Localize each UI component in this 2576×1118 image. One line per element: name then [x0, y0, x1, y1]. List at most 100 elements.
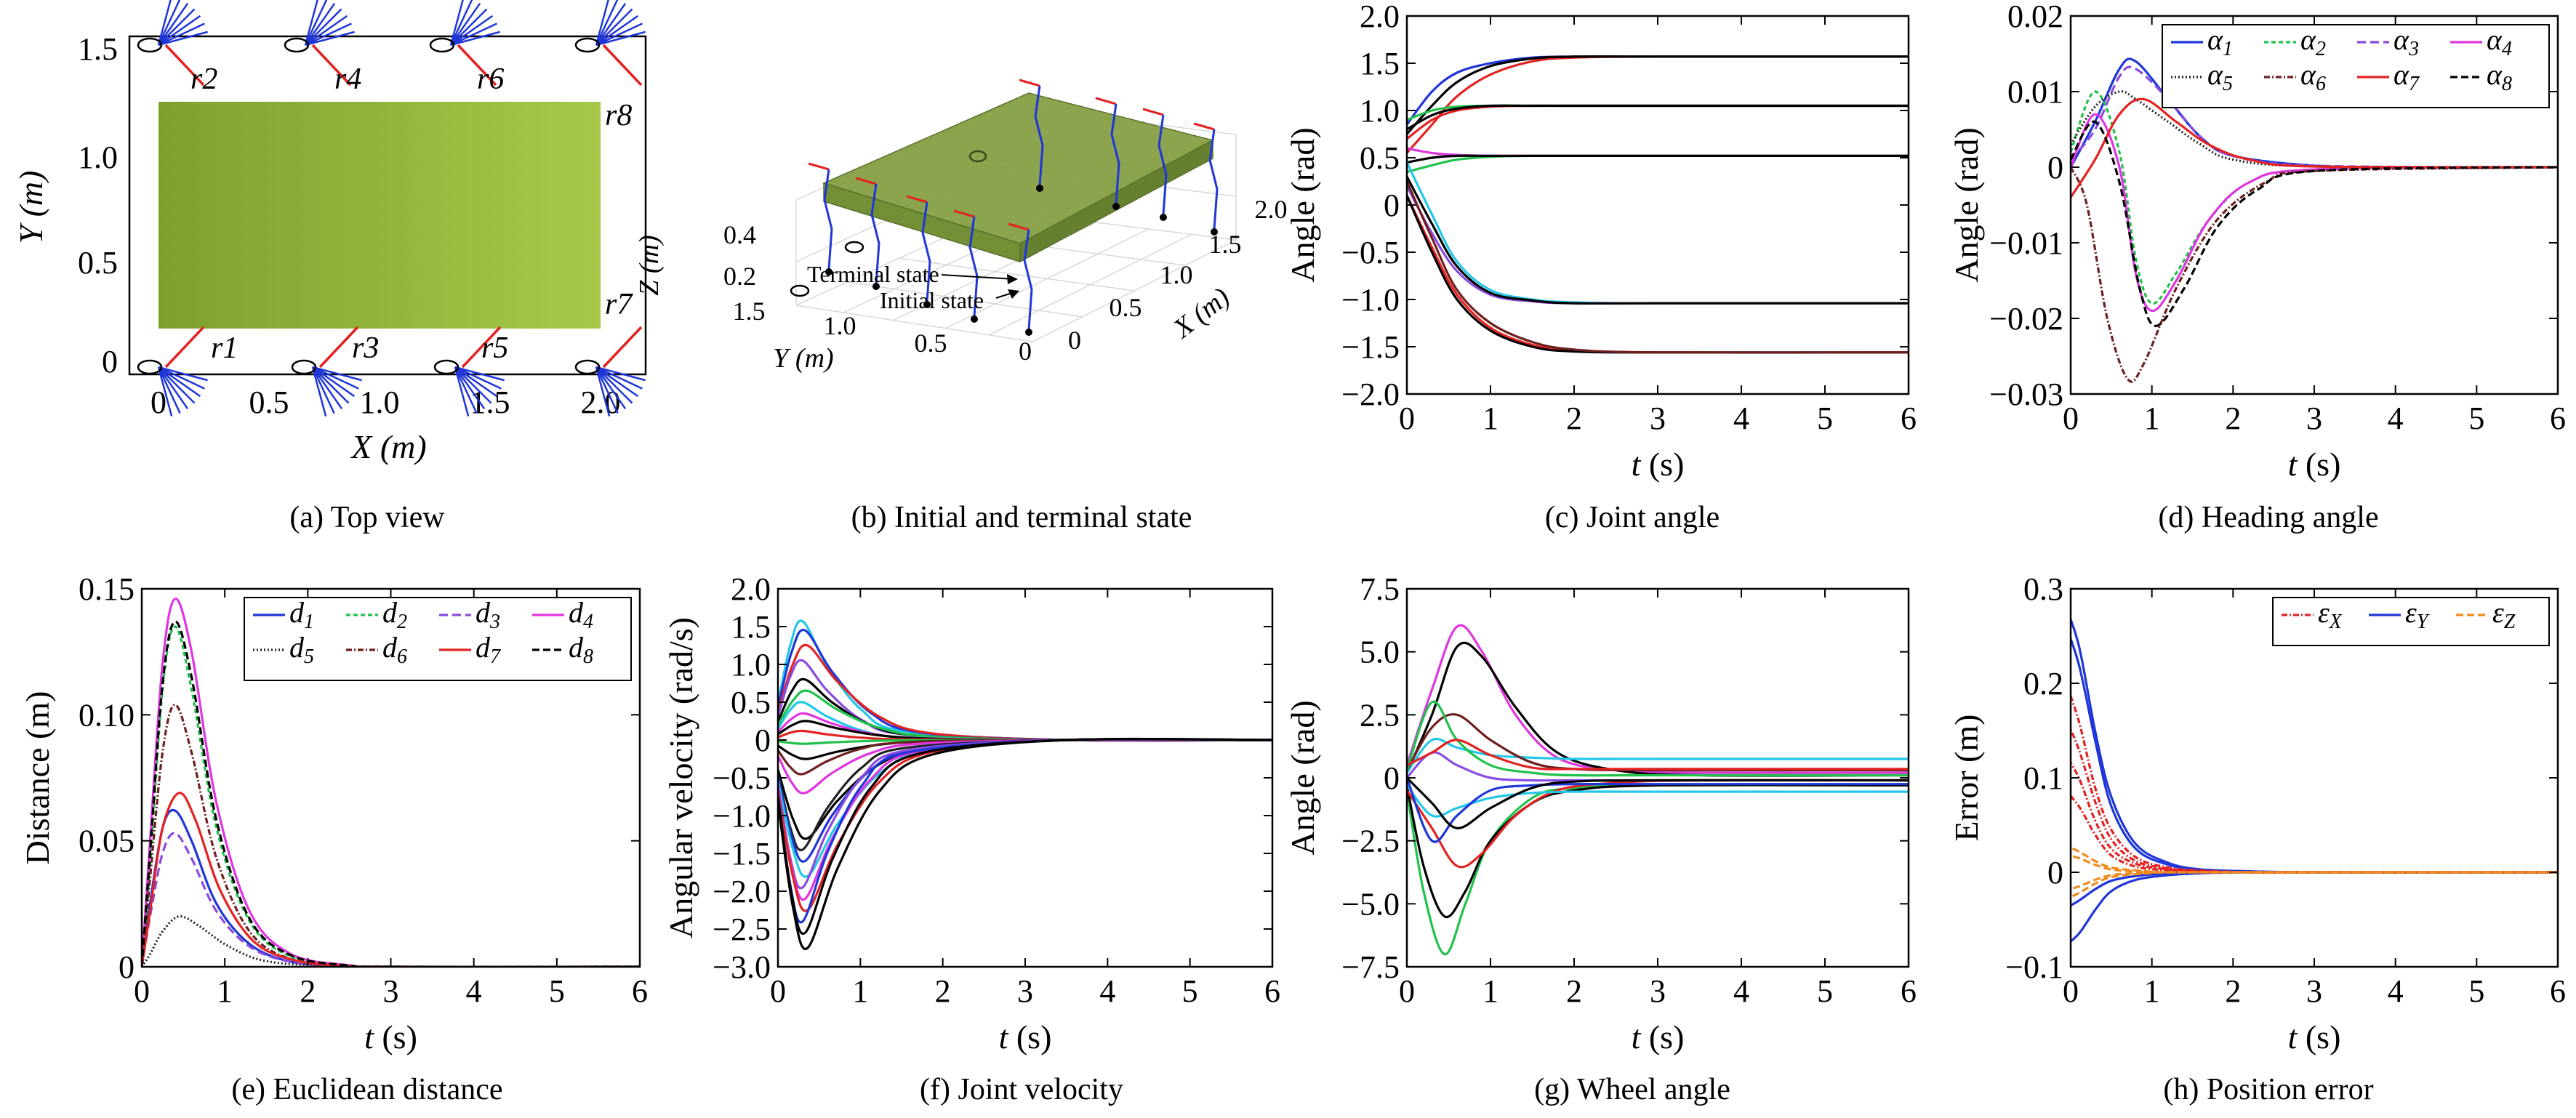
robot-label-r1: r1	[211, 331, 238, 365]
legend-label: α2	[2300, 23, 2326, 60]
final-link	[164, 326, 205, 369]
series-line-d5-4	[142, 915, 640, 967]
link-line	[305, 15, 348, 47]
plot-area	[2071, 57, 2558, 383]
y-tick-label: −1.5	[1341, 329, 1400, 365]
y-tick-label: 2.0	[731, 571, 771, 607]
caption-g: (g) Wheel angle	[1534, 1073, 1730, 1106]
series-line-1	[1407, 641, 1909, 777]
robot-3d-4	[953, 209, 979, 323]
robot-labels: r1 r2 r3 r4 r5 r6 r7 r8	[190, 63, 633, 365]
tick-label: 0.5	[915, 329, 947, 358]
x-tick-label: 0	[2063, 401, 2079, 436]
legend-label: α6	[2300, 58, 2326, 95]
link-line	[158, 366, 205, 390]
series-line-d7-6	[142, 792, 640, 967]
series-line-17	[778, 738, 1272, 878]
y-tick-label: 0.15	[79, 571, 135, 607]
grid-line	[846, 281, 1084, 318]
series-line-10	[1407, 700, 1909, 777]
series-line-0	[1407, 624, 1909, 774]
base-icon	[1036, 185, 1043, 192]
robot-3d-6	[1019, 79, 1044, 192]
tick-label: 0.5	[78, 245, 118, 281]
series-line-α4-3	[2071, 113, 2558, 313]
link-line	[449, 0, 473, 46]
plot-area	[1407, 55, 1909, 354]
series-line-14	[1407, 180, 1909, 354]
wheel-icon	[137, 37, 163, 53]
series-line-13	[1407, 195, 1909, 354]
legend-box	[2272, 597, 2550, 646]
gripper-link	[1008, 222, 1030, 231]
x-tick-label: 4	[466, 973, 482, 1009]
y-tick-label: 7.5	[1360, 571, 1400, 607]
y-axis-label: Angle (rad)	[1284, 700, 1321, 855]
y-axis-label: Error (m)	[1948, 715, 1985, 842]
robot-fan-r1	[137, 326, 208, 417]
caption-d: (d) Heading angle	[2158, 501, 2378, 534]
link-line	[595, 366, 633, 404]
y-tick-label: −1.5	[713, 836, 771, 872]
robot-3d-5	[1008, 222, 1033, 336]
series-line-12	[1407, 195, 1909, 354]
y-axis-label: Distance (m)	[19, 691, 56, 865]
robot-trajectories	[137, 0, 646, 417]
robot-3d-3	[906, 195, 931, 308]
x-tick-label: 2	[935, 973, 951, 1009]
caption-b: (b) Initial and terminal state	[851, 501, 1192, 534]
tick-label: 1.0	[78, 140, 118, 175]
final-link	[164, 44, 205, 87]
series-line-εZ-11	[2071, 871, 2558, 898]
y-tick-label: 2.5	[1360, 697, 1400, 733]
link-line	[312, 366, 356, 398]
link-line	[157, 366, 181, 414]
x-axis-label-unit: (s)	[374, 1018, 417, 1055]
panel-a-ylabel: Y (m)	[12, 171, 49, 244]
robot-fan-r2	[137, 0, 208, 87]
base-icon	[825, 268, 832, 276]
tick-label: 1.0	[1160, 260, 1193, 289]
panel-b-3d-view: 0.4 0.2 1.5 1.0 0.5 0 0 0.5 1.0 1.5 2.0 …	[634, 79, 1288, 374]
panel-a-ticks: 0 0.5 1.0 1.5 2.0 0 0.5 1.0 1.5	[78, 31, 621, 420]
y-tick-label: −2.5	[713, 912, 771, 947]
x-tick-label: 2	[2225, 973, 2241, 1009]
robot-fan-r8	[574, 0, 646, 87]
x-tick-label: 6	[632, 973, 648, 1009]
legend: εX εY εZ	[2272, 596, 2550, 646]
series-line-d3-2	[142, 832, 640, 967]
wheel-icon	[968, 150, 987, 163]
link-line	[449, 0, 464, 46]
legend-label: α1	[2207, 23, 2233, 60]
y-tick-label: 0	[755, 723, 771, 758]
x-axis-label-var: t	[1632, 446, 1642, 483]
x-axis-label-unit: (s)	[2297, 446, 2340, 483]
gripper-link	[906, 195, 928, 204]
legend-label: d8	[569, 631, 593, 668]
x-tick-label: 3	[1017, 973, 1033, 1009]
tick-label: 0.4	[723, 220, 756, 249]
y-tick-label: −1.0	[713, 798, 771, 834]
link-line	[454, 366, 486, 410]
tick-label: 1.0	[824, 311, 856, 340]
x-tick-label: 1	[1482, 401, 1498, 436]
y-tick-label: −0.5	[1341, 235, 1400, 270]
series-line-α3-2	[2071, 65, 2558, 169]
x-tick-label: 1	[2144, 401, 2160, 436]
robot-fan-r5	[433, 326, 505, 417]
final-link	[602, 326, 643, 369]
final-link	[461, 326, 502, 369]
y-tick-label: 0.1	[2023, 760, 2063, 796]
tick-label: 0	[151, 385, 166, 420]
base-icon	[1211, 228, 1218, 236]
link-line	[595, 31, 646, 47]
series-line-11	[1407, 776, 1909, 829]
y-tick-label: 0.2	[2023, 666, 2063, 701]
wheel-icon	[790, 284, 810, 297]
x-tick-label: 1	[1482, 973, 1498, 1009]
x-tick-label: 4	[1099, 973, 1115, 1009]
link-line	[158, 23, 205, 47]
y-tick-label: −0.02	[1989, 301, 2063, 337]
panel-b-xlabel: X (m)	[1166, 282, 1235, 345]
link-line	[450, 23, 497, 47]
